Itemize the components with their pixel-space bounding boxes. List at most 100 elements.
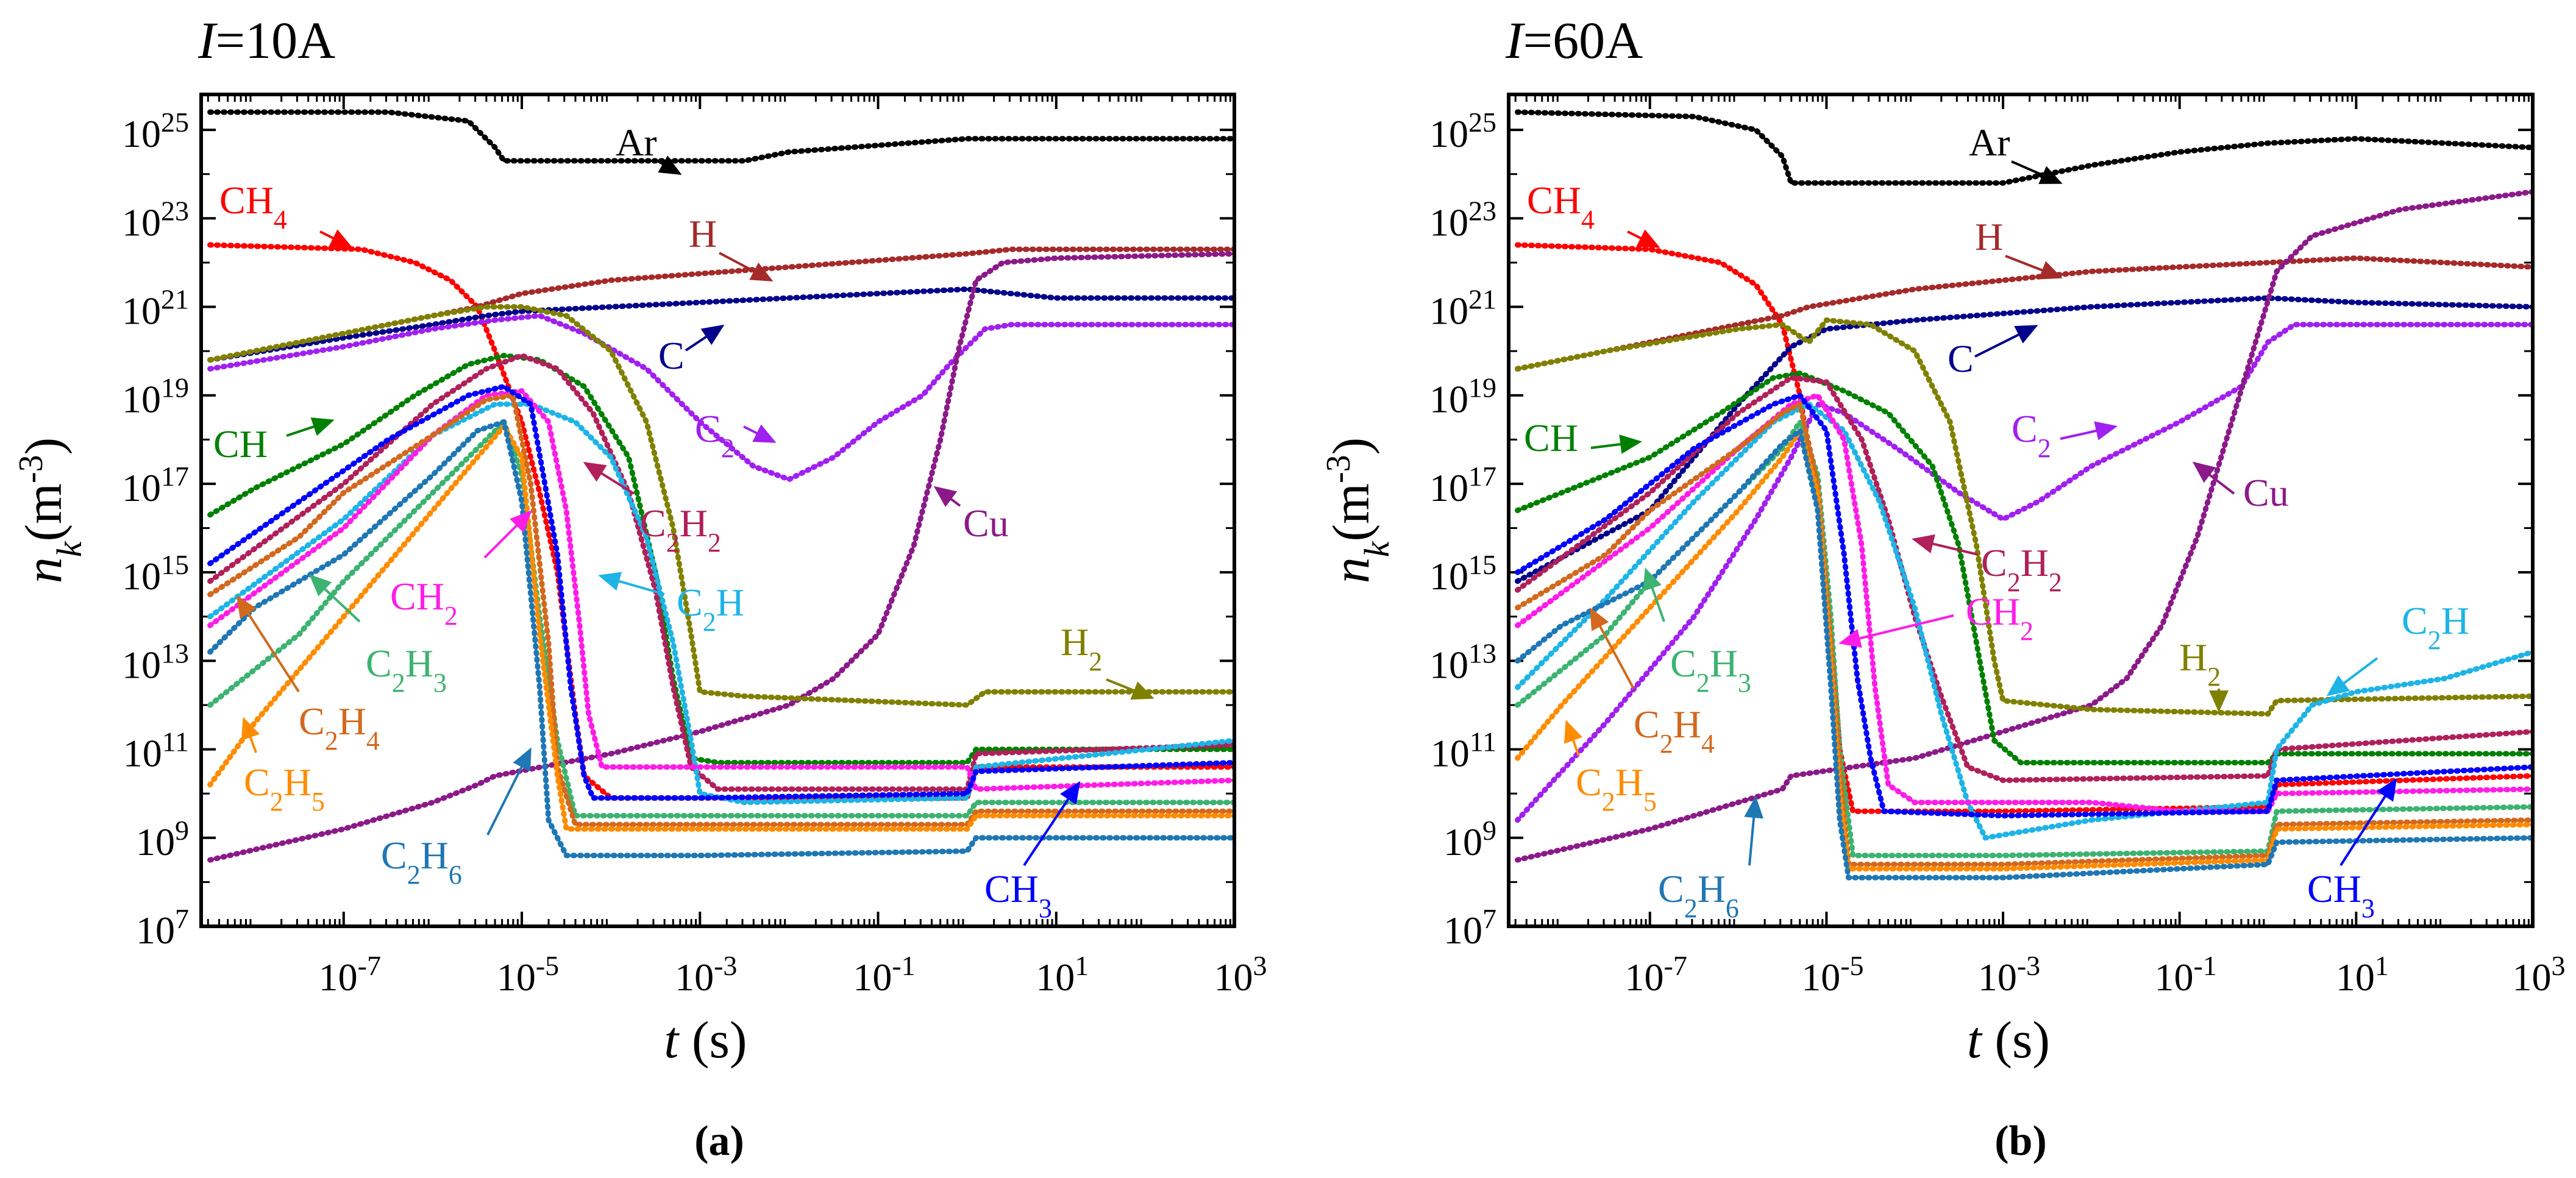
series-line-core-h2 — [210, 305, 1234, 706]
annotation-arrow — [1838, 614, 1954, 648]
y-tick-label: 1015 — [122, 549, 189, 598]
series-line-core-ch — [1517, 372, 2533, 764]
annotation-cu: Cu — [2243, 471, 2289, 514]
y-tick-label: 1013 — [122, 637, 189, 687]
annotation-arrow — [486, 747, 532, 836]
annotation-ch2: CH2 — [390, 575, 458, 631]
annotation-arrow — [1564, 720, 1582, 756]
annotation-c2h4: C2H4 — [299, 700, 380, 756]
annotation-arrow — [2339, 778, 2397, 867]
panel-title: I=60A — [1505, 11, 1643, 69]
series-line-core-ar — [1517, 111, 2533, 185]
annotation-arrow — [1643, 567, 1665, 622]
annotation-h2: H2 — [1061, 620, 1102, 676]
y-axis-title: nk(m-3) — [1320, 438, 1397, 584]
y-tick-label: 107 — [1443, 903, 1496, 953]
annotation-arrow — [2011, 160, 2063, 184]
y-tick-label: 1011 — [123, 726, 189, 775]
annotation-c2h6: C2H6 — [381, 834, 462, 890]
series-line-core-c — [210, 288, 1234, 361]
annotation-ch3: CH3 — [2307, 867, 2375, 923]
y-tick-label: 1017 — [1429, 460, 1496, 509]
annotation-arrow — [309, 574, 361, 623]
y-tick-label: 1015 — [1429, 549, 1496, 598]
x-tick-label: 101 — [2336, 950, 2389, 999]
annotation-c: C — [658, 334, 685, 377]
annotation-ch4: CH4 — [219, 179, 287, 235]
annotation-h: H — [1975, 215, 2003, 258]
annotation-c2: C2 — [2012, 407, 2051, 463]
x-tick-label: 10-1 — [2155, 950, 2217, 999]
y-tick-label: 1013 — [1429, 637, 1496, 687]
annotation-c2h5: C2H5 — [1576, 761, 1657, 817]
series-line-core-h2 — [1517, 319, 2533, 715]
y-tick-label: 1017 — [122, 460, 189, 509]
series-line-ar — [1515, 109, 2533, 186]
annotation-arrow — [2326, 657, 2379, 697]
y-tick-label: 1019 — [122, 372, 189, 421]
annotation-ch4: CH4 — [1527, 179, 1595, 235]
y-tick-label: 1019 — [1429, 372, 1496, 421]
x-tick-label: 10-1 — [853, 950, 915, 999]
y-tick-label: 1011 — [1431, 726, 1496, 775]
annotation-c2h4: C2H4 — [1634, 703, 1715, 759]
annotation-ch3: CH3 — [984, 867, 1052, 923]
series-line-core-c2h — [209, 403, 1234, 804]
y-tick-label: 1021 — [122, 283, 189, 333]
annotation-c2h5: C2H5 — [244, 761, 325, 817]
panel-label: (b) — [1994, 1118, 2047, 1165]
x-tick-label: 10-5 — [497, 950, 559, 999]
annotation-ch: CH — [1524, 416, 1578, 459]
y-tick-label: 1025 — [1429, 107, 1496, 156]
annotation-arrow — [319, 229, 353, 248]
panel-a: I=10A 10-7 10-5 10-3 10-1 101 103 107 109 1011 101… — [12, 11, 1267, 1165]
series-line-core-c2h6 — [1517, 429, 2533, 879]
annotation-ch: CH — [213, 422, 268, 466]
annotation-c2h2: C2H2 — [1981, 541, 2062, 597]
annotation-ar: Ar — [1969, 121, 2010, 164]
x-tick-label: 10-7 — [319, 950, 381, 999]
annotation-arrow — [583, 461, 635, 495]
annotation-c2h3: C2H3 — [366, 642, 447, 698]
annotation-arrow — [1590, 607, 1635, 689]
y-tick-label: 1023 — [1429, 195, 1496, 244]
plot-frame — [1507, 93, 2535, 928]
series-group — [207, 109, 1234, 863]
annotation-arrow — [719, 252, 774, 282]
series-line-core-cu — [1517, 190, 2533, 862]
series-line-core-ar — [210, 111, 1234, 162]
plot-frame — [199, 93, 1236, 928]
annotation-c2h6: C2H6 — [1658, 867, 1739, 923]
annotation-c: C — [1948, 337, 1974, 380]
annotation-c2h3: C2H3 — [1670, 642, 1751, 698]
panel-title: I=10A — [197, 11, 335, 69]
annotation-c2: C2 — [695, 407, 735, 463]
annotation-arrow — [1106, 678, 1155, 700]
series-line-core-c2h4 — [209, 394, 1234, 826]
annotation-arrow — [1023, 781, 1081, 867]
annotation-arrow — [483, 510, 532, 559]
annotation-arrow — [598, 572, 665, 595]
annotation-arrow — [743, 424, 777, 443]
x-tick-label: 101 — [1036, 950, 1089, 999]
y-tick-label: 1023 — [122, 195, 189, 244]
annotation-c2h: C2H — [2402, 599, 2469, 655]
annotation-c2h: C2H — [677, 581, 744, 637]
y-tick-label: 109 — [1443, 814, 1496, 864]
panel-label: (a) — [694, 1118, 744, 1165]
series-line-core-cu — [210, 252, 1234, 862]
series-group — [1515, 109, 2533, 881]
annotation-arrow — [2005, 255, 2063, 280]
series-line-core-ch3 — [1517, 394, 2533, 817]
annotation-arrow — [1974, 325, 2038, 358]
annotation-arrow — [1744, 796, 1764, 866]
y-tick-label: 1025 — [122, 107, 189, 156]
y-tick-label: 107 — [136, 903, 189, 953]
x-tick-label: 10-7 — [1625, 950, 1687, 999]
series-line-core-c2 — [1517, 323, 2533, 821]
y-tick-label: 1021 — [1429, 283, 1496, 333]
annotation-ar: Ar — [616, 121, 657, 164]
annotation-arrow — [685, 324, 725, 352]
annotation-arrow — [1627, 229, 1660, 248]
